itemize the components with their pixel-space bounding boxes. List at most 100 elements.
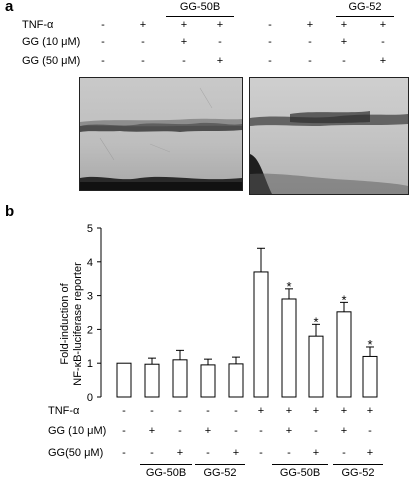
panel-a-label: a (5, 0, 14, 15)
panel-b-cell: - (150, 405, 154, 417)
significance-star: * (367, 337, 372, 352)
panel-a-cell: + (180, 19, 188, 31)
panel-a-cell: - (342, 55, 346, 67)
panel-b-cell: - (259, 425, 263, 437)
panel-a-cell: - (308, 36, 312, 48)
significance-star: * (286, 279, 291, 294)
panel-b-group-label: GG-52 (203, 467, 237, 479)
bar (253, 271, 269, 398)
bar (281, 298, 297, 398)
panel-b-cell: + (312, 447, 320, 459)
panel-b-group-line (140, 464, 192, 465)
panel-b-cell: + (366, 447, 374, 459)
panel-b-cell: - (122, 447, 126, 459)
panel-b-group-line (272, 464, 328, 465)
panel-a-cell: + (180, 36, 188, 48)
panel-a-cell: - (268, 19, 272, 31)
bar-chart: Fold-induction of NF-κB-luciferase repor… (59, 223, 378, 404)
panel-a-cell: - (141, 55, 145, 67)
panel-b-cell: + (340, 425, 348, 437)
panel-b-cell: + (285, 405, 293, 417)
panel-a-cell: + (216, 55, 224, 67)
panel-a-cell: - (218, 36, 222, 48)
panel-a-cell: + (379, 55, 387, 67)
panel-a-cell: + (306, 19, 314, 31)
panel-b-cell: - (314, 425, 318, 437)
panel-a-cell: - (101, 36, 105, 48)
panel-a-gel-left (79, 77, 243, 191)
y-axis-label-line2: NF-κB-luciferase reporter (72, 262, 84, 386)
gel-left-image (80, 78, 242, 190)
panel-a-group-right-line (336, 16, 394, 17)
panel-b-row-label: GG (10 μM) (48, 425, 107, 437)
panel-a-cell: - (101, 19, 105, 31)
bar (116, 362, 132, 398)
panel-b-cell: - (206, 405, 210, 417)
panel-a-cell: + (340, 36, 348, 48)
y-axis-label-line1: Fold-induction of (59, 282, 71, 364)
bar (228, 363, 244, 398)
panel-a-group-left: GG-50B (179, 1, 221, 13)
y-tick-label: 3 (87, 291, 93, 303)
panel-a-group-right: GG-52 (348, 1, 382, 13)
panel-b-cell: + (340, 405, 348, 417)
panel-b-row-label: GG(50 μM) (48, 447, 104, 459)
panel-b-cell: - (259, 447, 263, 459)
panel-a-gel-right (249, 77, 409, 195)
panel-b-cell: - (342, 447, 346, 459)
gel-right-image (250, 78, 408, 194)
panel-a-cell: + (139, 19, 147, 31)
panel-b-cell: + (285, 425, 293, 437)
panel-b-group-label: GG-50B (279, 467, 321, 479)
panel-b-cell: + (204, 425, 212, 437)
panel-b-cell: - (122, 405, 126, 417)
panel-a-cell: - (268, 55, 272, 67)
panel-a-cell: + (340, 19, 348, 31)
panel-a-cell: - (101, 55, 105, 67)
panel-b-group-line (195, 464, 245, 465)
panel-b-cell: - (234, 425, 238, 437)
panel-b-cell: + (366, 405, 374, 417)
panel-a-row-label: TNF-α (22, 19, 54, 31)
panel-b-group-line (333, 464, 383, 465)
y-tick-label: 5 (87, 223, 93, 235)
panel-b-cell: - (287, 447, 291, 459)
y-tick-label: 1 (87, 358, 93, 370)
panel-a-cell: + (216, 19, 224, 31)
panel-a-cell: - (268, 36, 272, 48)
panel-b-cell: - (178, 405, 182, 417)
panel-b-row-label: TNF-α (48, 405, 80, 417)
significance-star: * (313, 314, 318, 329)
panel-b-group-label: GG-52 (341, 467, 375, 479)
bar (172, 359, 188, 398)
panel-b-label: b (5, 203, 15, 220)
y-tick-label: 4 (87, 257, 93, 269)
panel-b-cell: - (368, 425, 372, 437)
panel-a-cell: - (308, 55, 312, 67)
panel-a-cell: - (381, 36, 385, 48)
panel-b-cell: - (178, 425, 182, 437)
bar (362, 355, 378, 398)
y-tick-label: 2 (87, 324, 93, 336)
panel-b-cell: + (176, 447, 184, 459)
panel-a-row-label: GG (50 μM) (22, 55, 81, 67)
y-tick-label: 0 (87, 392, 93, 404)
panel-b-cell: - (150, 447, 154, 459)
bar (200, 364, 216, 398)
panel-b-cell: - (122, 425, 126, 437)
panel-b-cell: + (148, 425, 156, 437)
bar (336, 311, 352, 398)
panel-a-row-label: GG (10 μM) (22, 36, 81, 48)
panel-b-group-label: GG-50B (145, 467, 187, 479)
bar (308, 335, 324, 398)
panel-a-cell: - (182, 55, 186, 67)
panel-a-cell: + (379, 19, 387, 31)
panel-a-cell: - (141, 36, 145, 48)
panel-b-cell: - (206, 447, 210, 459)
significance-star: * (341, 292, 346, 307)
panel-b-cell: + (232, 447, 240, 459)
panel-a-group-left-line (166, 16, 234, 17)
panel-b-cell: + (312, 405, 320, 417)
chart-plot-area: 0 1 2 3 4 5 * * * * (87, 223, 378, 404)
panel-b-cell: - (234, 405, 238, 417)
